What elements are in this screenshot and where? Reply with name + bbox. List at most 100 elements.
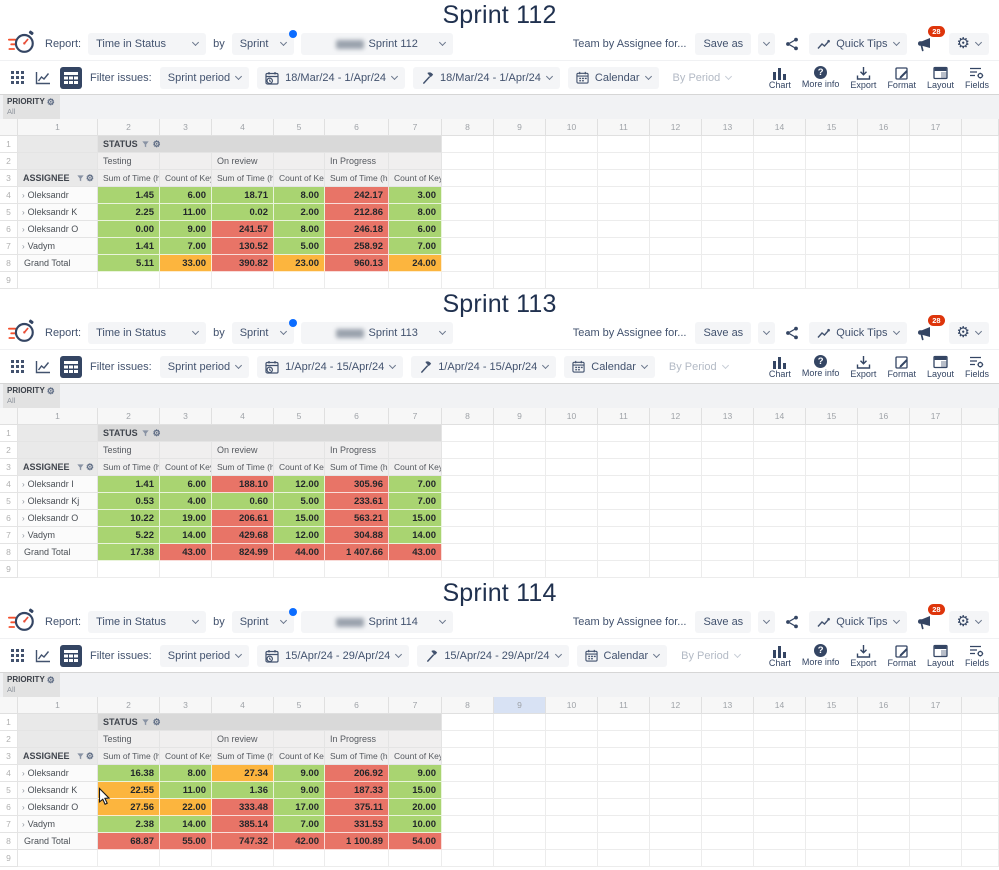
grid-cell[interactable] bbox=[389, 850, 442, 867]
grid-cell[interactable] bbox=[910, 153, 962, 170]
grid-cell[interactable] bbox=[858, 816, 910, 833]
grid-view-button[interactable] bbox=[8, 358, 26, 376]
grid-cell[interactable] bbox=[442, 544, 494, 561]
column-header[interactable]: 4 bbox=[212, 119, 274, 136]
measure-header[interactable]: Sum of Time (hours) bbox=[325, 459, 389, 476]
grid-cell[interactable] bbox=[910, 255, 962, 272]
grid-cell[interactable] bbox=[910, 748, 962, 765]
row-number[interactable]: 7 bbox=[0, 527, 18, 544]
save-as-button[interactable]: Save as bbox=[695, 322, 752, 344]
grid-cell[interactable] bbox=[806, 799, 858, 816]
grid-cell[interactable] bbox=[962, 714, 999, 731]
value-cell[interactable]: 1.36 bbox=[212, 782, 274, 799]
grid-cell[interactable] bbox=[910, 425, 962, 442]
grid-cell[interactable] bbox=[858, 136, 910, 153]
row-number[interactable]: 6 bbox=[0, 221, 18, 238]
grid-cell[interactable] bbox=[325, 272, 389, 289]
grid-cell[interactable] bbox=[858, 442, 910, 459]
grid-cell[interactable] bbox=[598, 238, 650, 255]
column-header[interactable]: 3 bbox=[160, 408, 212, 425]
row-number[interactable]: 6 bbox=[0, 510, 18, 527]
grid-cell[interactable] bbox=[598, 136, 650, 153]
value-cell[interactable]: 7.00 bbox=[389, 493, 442, 510]
column-header[interactable]: 14 bbox=[754, 697, 806, 714]
calendar-mode-select[interactable]: Calendar bbox=[567, 66, 659, 89]
grid-cell[interactable] bbox=[910, 833, 962, 850]
grid-cell[interactable] bbox=[754, 238, 806, 255]
announcements-button[interactable]: 28 bbox=[914, 26, 945, 55]
value-cell[interactable]: 7.00 bbox=[389, 476, 442, 493]
row-number[interactable]: 5 bbox=[0, 493, 18, 510]
column-header[interactable]: 7 bbox=[389, 119, 442, 136]
grid-cell[interactable] bbox=[494, 544, 546, 561]
grid-cell[interactable] bbox=[494, 476, 546, 493]
grid-cell[interactable] bbox=[598, 442, 650, 459]
saved-report-name[interactable]: Team by Assignee for... bbox=[572, 327, 687, 339]
expand-chevron-icon[interactable]: › bbox=[22, 224, 25, 234]
value-cell[interactable]: 11.00 bbox=[160, 204, 212, 221]
grid-cell[interactable] bbox=[962, 850, 999, 867]
value-cell[interactable]: 333.48 bbox=[212, 799, 274, 816]
grid-cell[interactable] bbox=[910, 850, 962, 867]
grid-cell[interactable] bbox=[962, 527, 999, 544]
grid-cell[interactable] bbox=[494, 442, 546, 459]
value-cell[interactable]: 9.00 bbox=[274, 765, 325, 782]
value-cell[interactable]: 1.41 bbox=[98, 238, 160, 255]
grid-cell[interactable] bbox=[546, 476, 598, 493]
save-options-button[interactable] bbox=[758, 611, 776, 633]
column-header[interactable]: 15 bbox=[806, 408, 858, 425]
expand-chevron-icon[interactable]: › bbox=[22, 241, 25, 251]
value-cell[interactable]: 2.00 bbox=[274, 204, 325, 221]
export-button[interactable]: Export bbox=[850, 66, 876, 90]
grid-cell[interactable] bbox=[442, 799, 494, 816]
grid-cell[interactable] bbox=[442, 204, 494, 221]
measure-header[interactable]: Count of Key bbox=[160, 459, 212, 476]
value-cell[interactable]: 11.00 bbox=[160, 782, 212, 799]
grid-cell[interactable] bbox=[598, 272, 650, 289]
status-group-header[interactable] bbox=[160, 731, 212, 748]
measure-header[interactable]: Count of Key bbox=[389, 748, 442, 765]
grid-cell[interactable] bbox=[546, 527, 598, 544]
work-schedule-range-select[interactable]: 1/Apr/24 - 15/Apr/24 bbox=[411, 355, 557, 378]
grid-cell[interactable] bbox=[546, 204, 598, 221]
fields-button[interactable]: Fields bbox=[965, 355, 989, 379]
row-number[interactable]: 8 bbox=[0, 544, 18, 561]
settings-button[interactable]: ⚙ bbox=[948, 322, 989, 344]
grid-cell[interactable] bbox=[962, 544, 999, 561]
value-cell[interactable]: 241.57 bbox=[212, 221, 274, 238]
grand-total-cell[interactable]: 5.11 bbox=[98, 255, 160, 272]
grid-cell[interactable] bbox=[858, 561, 910, 578]
sprint-period-select[interactable]: Sprint period bbox=[159, 355, 250, 378]
column-header[interactable]: 5 bbox=[274, 119, 325, 136]
grid-cell[interactable] bbox=[650, 204, 702, 221]
grid-cell[interactable] bbox=[598, 816, 650, 833]
group-by-select[interactable]: Sprint bbox=[231, 608, 297, 633]
grid-cell[interactable] bbox=[546, 748, 598, 765]
row-number[interactable]: 9 bbox=[0, 561, 18, 578]
grand-total-cell[interactable]: 24.00 bbox=[389, 255, 442, 272]
grid-cell[interactable] bbox=[858, 833, 910, 850]
grid-cell[interactable] bbox=[650, 170, 702, 187]
grid-cell[interactable] bbox=[754, 187, 806, 204]
status-group-header[interactable]: In Progress bbox=[325, 442, 389, 459]
grid-cell[interactable] bbox=[598, 714, 650, 731]
save-as-button[interactable]: Save as bbox=[695, 611, 752, 633]
grid-cell[interactable] bbox=[598, 782, 650, 799]
expand-chevron-icon[interactable]: › bbox=[22, 785, 25, 795]
row-number[interactable]: 3 bbox=[0, 459, 18, 476]
grid-cell[interactable] bbox=[858, 221, 910, 238]
grid-cell[interactable] bbox=[598, 850, 650, 867]
value-cell[interactable]: 8.00 bbox=[160, 765, 212, 782]
value-cell[interactable]: 14.00 bbox=[389, 527, 442, 544]
more-info-button[interactable]: ? More info bbox=[801, 643, 840, 667]
grid-cell[interactable] bbox=[546, 187, 598, 204]
save-as-button[interactable]: Save as bbox=[695, 33, 752, 55]
grid-cell[interactable] bbox=[598, 255, 650, 272]
row-number[interactable]: 9 bbox=[0, 850, 18, 867]
grid-cell[interactable] bbox=[598, 833, 650, 850]
grid-cell[interactable] bbox=[650, 136, 702, 153]
grid-cell[interactable] bbox=[806, 527, 858, 544]
grid-cell[interactable] bbox=[702, 493, 754, 510]
grid-cell[interactable] bbox=[494, 187, 546, 204]
grid-view-button[interactable] bbox=[8, 69, 26, 87]
